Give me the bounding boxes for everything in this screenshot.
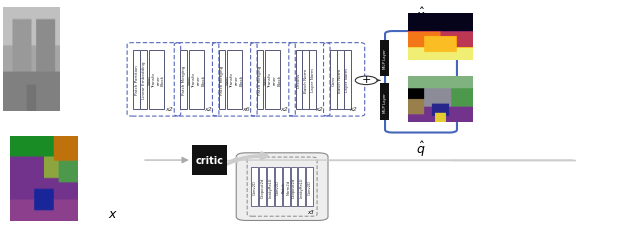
- Text: MLP Layer: MLP Layer: [383, 49, 387, 69]
- FancyBboxPatch shape: [337, 51, 344, 109]
- FancyBboxPatch shape: [303, 51, 309, 109]
- Text: x3: x3: [307, 209, 314, 214]
- Text: critic: critic: [195, 156, 223, 166]
- FancyBboxPatch shape: [275, 168, 282, 206]
- FancyBboxPatch shape: [283, 168, 289, 206]
- Text: Patch Merging: Patch Merging: [182, 66, 186, 94]
- Text: Swin
Transfo
rmer
Block: Swin Transfo rmer Block: [226, 73, 243, 88]
- FancyBboxPatch shape: [309, 51, 316, 109]
- Text: Batch Norm: Batch Norm: [304, 68, 308, 92]
- FancyBboxPatch shape: [344, 51, 351, 109]
- FancyBboxPatch shape: [385, 32, 457, 133]
- Text: x2: x2: [166, 107, 173, 112]
- FancyBboxPatch shape: [148, 51, 164, 109]
- Text: Conv2D: Conv2D: [252, 180, 257, 194]
- Text: Conv: Conv: [332, 75, 335, 85]
- Text: $x$: $x$: [108, 207, 118, 220]
- FancyBboxPatch shape: [236, 153, 328, 220]
- FancyBboxPatch shape: [257, 51, 263, 109]
- Text: Swin
Transfo
rmer
Block: Swin Transfo rmer Block: [264, 73, 282, 88]
- Text: Dropout2d: Dropout2d: [260, 177, 264, 197]
- Text: Conv2D: Conv2D: [276, 180, 280, 194]
- FancyBboxPatch shape: [180, 51, 187, 109]
- Text: Batch
Norm2d: Batch Norm2d: [282, 179, 291, 194]
- Text: Swin
Transfo
rmer
Block: Swin Transfo rmer Block: [147, 73, 165, 88]
- Text: x2: x2: [280, 107, 288, 112]
- Text: Linear Embedding: Linear Embedding: [141, 61, 145, 99]
- Text: +: +: [362, 75, 371, 85]
- Text: $\hat{x}_{p}$: $\hat{x}_{p}$: [417, 75, 425, 86]
- FancyBboxPatch shape: [133, 51, 140, 109]
- Text: Batch Norm: Batch Norm: [339, 68, 342, 92]
- Text: $\hat{x}$: $\hat{x}$: [416, 7, 426, 23]
- Text: x2: x2: [204, 107, 211, 112]
- Text: x2: x2: [380, 93, 387, 98]
- Text: Layer Norm: Layer Norm: [310, 68, 315, 92]
- FancyBboxPatch shape: [267, 168, 274, 206]
- FancyBboxPatch shape: [307, 168, 314, 206]
- FancyBboxPatch shape: [227, 51, 242, 109]
- FancyBboxPatch shape: [266, 51, 280, 109]
- FancyBboxPatch shape: [189, 51, 204, 109]
- FancyBboxPatch shape: [259, 168, 266, 206]
- Text: x2: x2: [315, 107, 323, 112]
- Bar: [380, 84, 389, 120]
- Text: MLP Layer: MLP Layer: [383, 92, 387, 112]
- Bar: [380, 40, 389, 77]
- Text: Layer Norm: Layer Norm: [346, 68, 349, 92]
- Text: Swin
Transfo
rmer
Block: Swin Transfo rmer Block: [188, 73, 205, 88]
- FancyBboxPatch shape: [251, 168, 258, 206]
- Text: LeakyReLU: LeakyReLU: [300, 177, 304, 197]
- FancyBboxPatch shape: [330, 51, 337, 109]
- Bar: [191, 146, 227, 175]
- Text: Patch Merging: Patch Merging: [220, 66, 224, 94]
- Text: Patch Partition: Patch Partition: [134, 65, 139, 95]
- Text: Deconv: Deconv: [297, 72, 301, 88]
- FancyBboxPatch shape: [219, 51, 225, 109]
- Circle shape: [355, 77, 377, 85]
- FancyBboxPatch shape: [291, 168, 298, 206]
- Text: x2: x2: [349, 107, 357, 112]
- Text: Conv2D: Conv2D: [308, 180, 312, 194]
- Text: $\hat{q}$: $\hat{q}$: [416, 140, 426, 159]
- FancyBboxPatch shape: [296, 51, 302, 109]
- Text: LeakyReLU: LeakyReLU: [268, 177, 272, 197]
- Text: Patch Merging: Patch Merging: [258, 66, 262, 94]
- Text: x6: x6: [242, 107, 250, 112]
- FancyBboxPatch shape: [298, 168, 305, 206]
- Text: Dropout2d: Dropout2d: [292, 177, 296, 197]
- FancyBboxPatch shape: [140, 51, 147, 109]
